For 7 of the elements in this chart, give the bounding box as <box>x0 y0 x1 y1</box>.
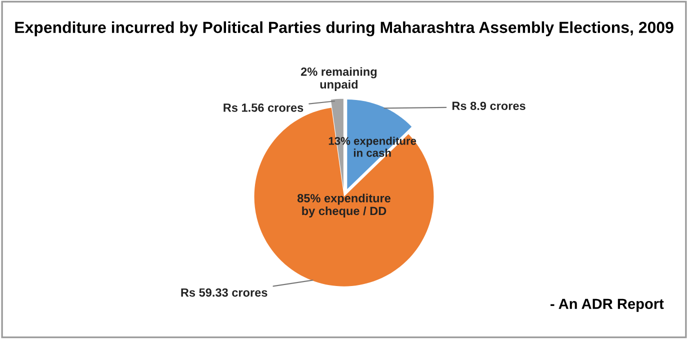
slice-label: 2% remaining unpaid <box>300 67 377 91</box>
slice-label: 85% expenditure by cheque / DD <box>297 194 391 218</box>
text: - An ADR Report <box>550 298 664 312</box>
data-label: Rs 59.33 crores <box>181 288 268 297</box>
chart-title: Expenditure incurred by Political Parties during Maharashtra Assembly Elections, 2009 <box>15 21 674 36</box>
data-label: Rs 1.56 crores <box>224 103 304 112</box>
data-label: Rs 8.9 crores <box>452 102 526 110</box>
